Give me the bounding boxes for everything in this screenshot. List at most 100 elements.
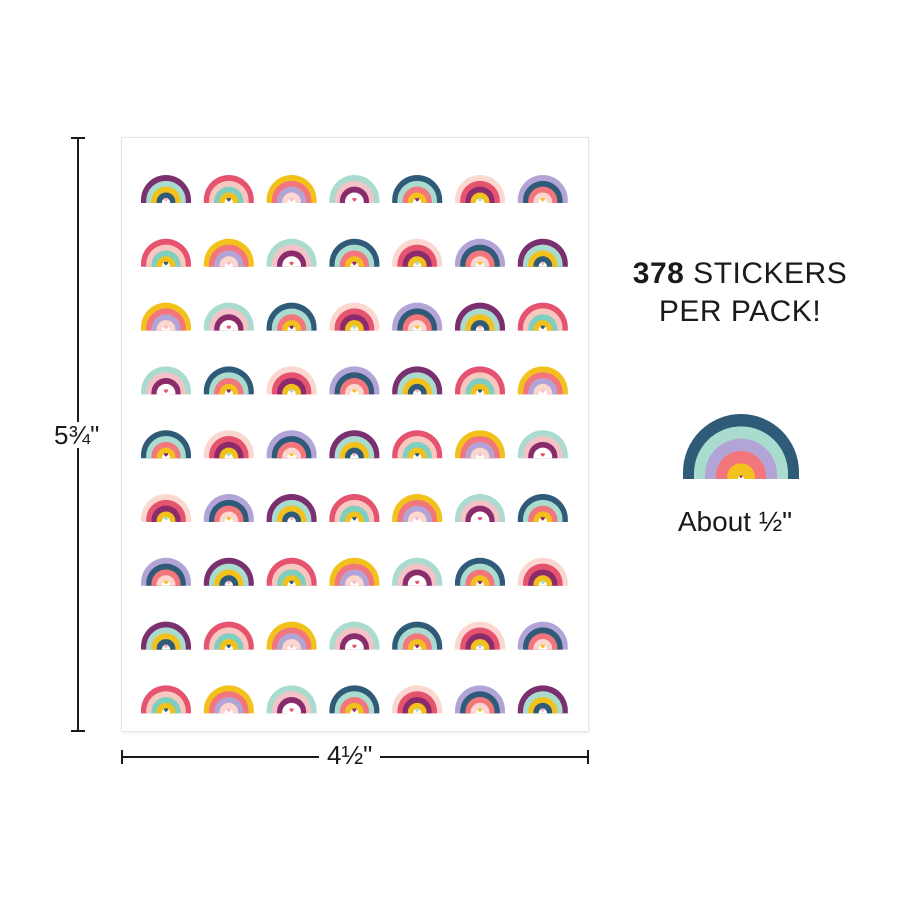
heart-icon — [415, 708, 420, 712]
rainbow-sticker — [266, 557, 317, 586]
heart-icon — [352, 325, 357, 330]
rainbow-sticker — [203, 494, 254, 522]
rainbow-band — [407, 320, 427, 331]
heart-icon — [352, 644, 357, 649]
rainbow-sticker — [517, 302, 568, 331]
rainbow-band — [219, 256, 239, 267]
rainbow-band — [407, 383, 427, 395]
sticker-count-headline: 378 STICKERS PER PACK! — [600, 255, 880, 331]
rainbow-sticker — [141, 175, 191, 203]
rainbow-band — [470, 320, 490, 331]
rainbow-band — [470, 256, 490, 267]
rainbow-band — [282, 575, 301, 586]
rainbow-band — [156, 702, 176, 714]
rainbow-sticker — [266, 494, 317, 522]
heart-icon — [477, 197, 483, 202]
rainbow-band — [470, 639, 490, 650]
rainbow-sticker — [329, 430, 380, 459]
rainbow-band — [345, 639, 364, 650]
heart-icon — [226, 580, 231, 585]
heart-icon — [415, 644, 420, 649]
heart-icon — [477, 580, 483, 585]
heart-icon — [540, 580, 545, 585]
heart-icon — [163, 644, 169, 649]
rainbow-band — [219, 383, 239, 395]
rainbow-sticker — [329, 366, 380, 395]
rainbow-band — [470, 511, 490, 522]
rainbow-sticker — [141, 366, 191, 395]
rainbow-sticker — [266, 685, 317, 714]
rainbow-sticker — [517, 685, 568, 714]
rainbow-band — [219, 192, 239, 203]
rainbow-band — [156, 192, 176, 203]
rainbow-band — [533, 575, 553, 586]
heart-icon — [540, 389, 545, 393]
rainbow-band — [282, 511, 301, 522]
rainbow-sticker — [329, 302, 380, 331]
heart-icon — [540, 453, 545, 457]
rainbow-band — [407, 639, 427, 650]
rainbow-sticker — [329, 494, 380, 522]
rainbow-sticker — [329, 175, 380, 203]
rainbow-band — [219, 511, 239, 522]
rainbow-sticker — [203, 366, 254, 395]
rainbow-sticker — [141, 621, 191, 650]
rainbow-sticker — [203, 238, 254, 267]
rainbow-band — [407, 256, 427, 267]
rainbow-band — [156, 511, 176, 522]
rainbow-band — [156, 320, 176, 331]
heart-icon — [352, 389, 357, 393]
rainbow-sticker — [517, 557, 568, 586]
heart-icon — [226, 325, 231, 330]
heart-icon — [739, 475, 743, 478]
rainbow-sticker — [141, 430, 191, 459]
rainbow-sticker — [266, 175, 317, 203]
heart-icon — [415, 453, 420, 457]
heart-icon — [352, 261, 357, 266]
heart-icon — [540, 261, 545, 266]
headline-stickers-text: STICKERS — [684, 257, 848, 290]
sticker-grid — [141, 175, 568, 714]
rainbow-band — [470, 702, 490, 714]
heart-icon — [226, 516, 231, 521]
heart-icon — [415, 325, 420, 330]
rainbow-sticker — [203, 302, 254, 331]
rainbow-band — [345, 447, 364, 459]
rainbow-band — [407, 511, 427, 522]
rainbow-sticker — [203, 175, 254, 203]
rainbow-band — [282, 192, 301, 203]
rainbow-band — [470, 447, 490, 459]
rainbow-sticker — [517, 621, 568, 650]
rainbow-sticker — [455, 430, 505, 459]
rainbow-sticker — [455, 238, 505, 267]
rainbow-sticker — [392, 621, 443, 650]
rainbow-sticker — [392, 366, 443, 395]
heart-icon — [352, 197, 357, 202]
rainbow-band — [533, 447, 553, 459]
heart-icon — [289, 516, 294, 521]
rainbow-sticker — [266, 430, 317, 459]
heart-icon — [226, 389, 231, 393]
rainbow-band — [407, 575, 427, 586]
rainbow-band — [345, 192, 364, 203]
rainbow-band — [533, 192, 553, 203]
heart-icon — [289, 325, 294, 330]
rainbow-band — [156, 383, 176, 395]
height-dimension-label: 5¾" — [52, 420, 102, 450]
rainbow-band — [407, 702, 427, 714]
heart-icon — [415, 580, 420, 585]
rainbow-band — [219, 447, 239, 459]
rainbow-band — [470, 383, 490, 395]
heart-icon — [477, 453, 483, 457]
rainbow-band — [282, 320, 301, 331]
rainbow-sticker — [141, 494, 191, 522]
heart-icon — [540, 708, 545, 712]
rainbow-band — [345, 575, 364, 586]
rainbow-sticker — [392, 494, 443, 522]
rainbow-sticker — [517, 175, 568, 203]
heart-icon — [415, 389, 420, 393]
rainbow-sticker — [392, 175, 443, 203]
rainbow-sticker — [392, 685, 443, 714]
heart-icon — [477, 389, 483, 393]
rainbow-band — [156, 256, 176, 267]
